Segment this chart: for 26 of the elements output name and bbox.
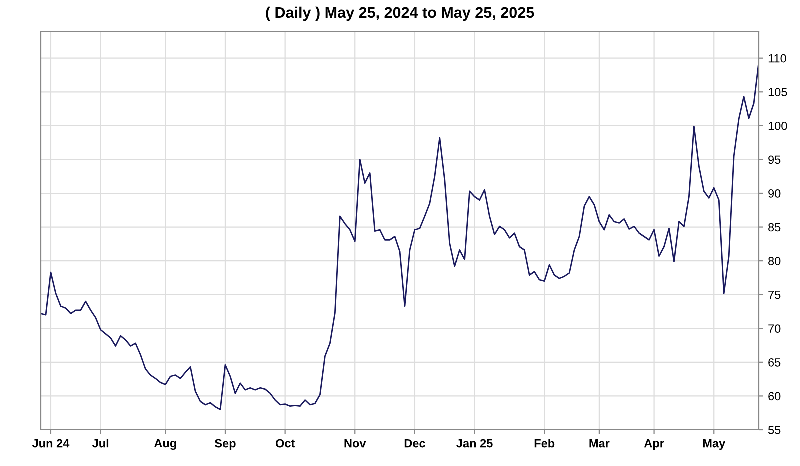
y-tick-label: 60	[768, 392, 781, 401]
y-tick-label: 75	[768, 291, 781, 300]
y-tick-label: 65	[768, 358, 781, 367]
x-tick-label: Jun 24	[32, 439, 70, 448]
x-tick-label: Jan 25	[456, 439, 493, 448]
x-tick-label: Aug	[154, 439, 176, 450]
y-tick-label: 95	[768, 156, 781, 164]
y-tick-label: 90	[768, 190, 781, 198]
y-tick-label: 85	[768, 223, 781, 232]
y-tick-label: 70	[768, 324, 781, 334]
x-tick-label: Jul	[92, 439, 109, 448]
x-tick-label: Apr	[644, 439, 664, 450]
x-tick-label: May	[703, 439, 726, 450]
y-tick-label: 110	[768, 54, 786, 63]
x-tick-label: Oct	[276, 439, 296, 448]
x-tick-label: Mar	[590, 439, 610, 448]
y-tick-label: 55	[768, 426, 781, 434]
x-tick-label: Feb	[534, 439, 555, 448]
y-tick-label: 100	[768, 122, 788, 130]
y-tick-label: 105	[768, 88, 788, 97]
y-tick-label: 80	[768, 257, 781, 266]
line-series	[41, 62, 759, 410]
chart-title: ( Daily ) May 25, 2024 to May 25, 2025	[266, 6, 534, 22]
x-tick-label: Nov	[344, 439, 366, 448]
x-tick-label: Dec	[404, 439, 426, 448]
x-tick-label: Sep	[215, 439, 236, 450]
